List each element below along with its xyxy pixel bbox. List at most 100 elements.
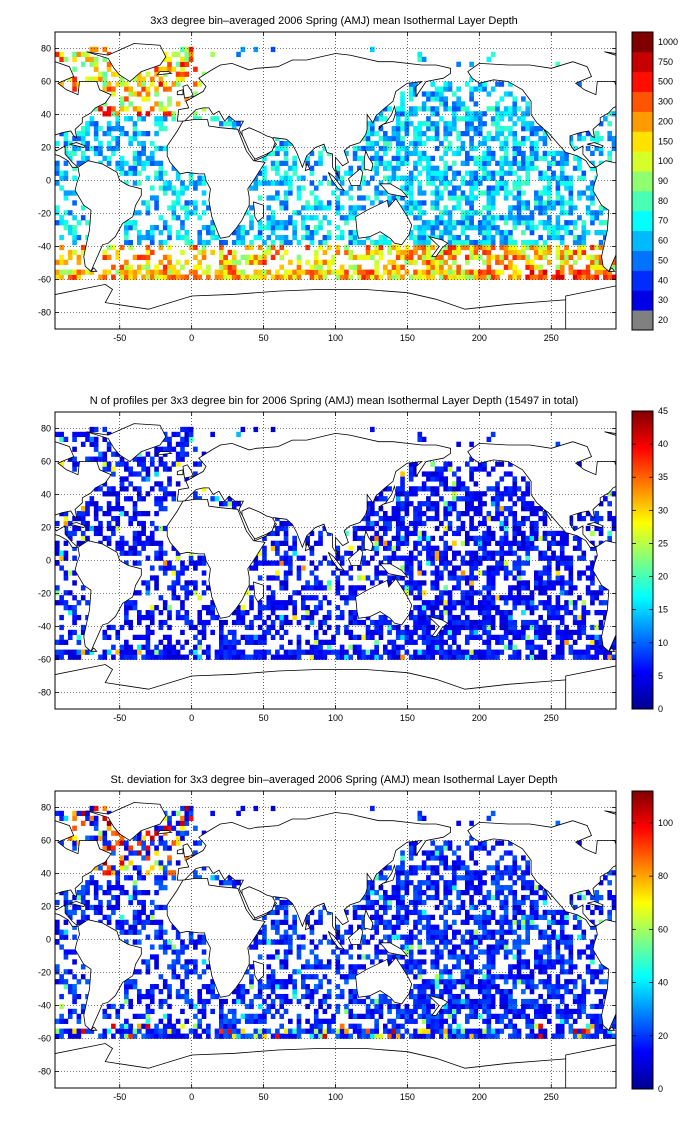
data-cell xyxy=(546,190,552,196)
data-cell xyxy=(149,629,155,636)
data-cell xyxy=(72,190,77,196)
data-cell xyxy=(111,274,116,280)
data-cell xyxy=(577,634,582,640)
data-cell xyxy=(508,234,513,241)
data-cell xyxy=(413,145,418,152)
data-cell xyxy=(335,274,341,280)
data-cell xyxy=(473,550,479,556)
data-cell xyxy=(490,244,496,251)
data-cell xyxy=(430,1028,436,1034)
data-cell xyxy=(503,1023,509,1029)
data-cell xyxy=(106,1013,112,1019)
data-cell xyxy=(102,481,108,487)
data-cell xyxy=(387,259,392,265)
data-cell xyxy=(339,1028,345,1034)
data-cell xyxy=(149,520,155,527)
colorbar-tick-label: 750 xyxy=(658,57,673,67)
data-cell xyxy=(89,426,95,433)
data-cell xyxy=(564,259,569,265)
data-cell xyxy=(374,654,379,660)
data-cell xyxy=(452,550,457,556)
data-cell xyxy=(538,634,543,640)
data-cell xyxy=(482,155,487,161)
data-cell xyxy=(499,185,505,191)
data-cell xyxy=(477,605,483,611)
data-cell xyxy=(434,644,440,650)
data-cell xyxy=(430,230,436,236)
data-cell xyxy=(162,145,168,152)
data-cell xyxy=(508,511,513,517)
data-cell xyxy=(348,185,354,191)
data-cell xyxy=(473,491,479,497)
data-cell xyxy=(275,1008,280,1015)
data-cell xyxy=(404,590,410,596)
data-cell xyxy=(162,634,168,640)
data-cell xyxy=(551,550,556,556)
data-cell xyxy=(443,560,448,566)
data-cell xyxy=(106,145,112,152)
data-cell xyxy=(456,86,461,92)
data-cell xyxy=(180,560,185,566)
data-cell xyxy=(89,46,95,53)
data-cell xyxy=(564,220,569,226)
colorbar-frame xyxy=(631,31,654,331)
data-cell xyxy=(270,1033,276,1039)
data-cell xyxy=(115,520,121,527)
data-cell xyxy=(257,649,263,655)
data-cell xyxy=(115,496,121,502)
data-cell xyxy=(352,595,358,601)
data-cell xyxy=(534,634,539,640)
data-cell xyxy=(72,249,77,256)
data-cell xyxy=(374,249,379,256)
data-cell xyxy=(499,170,505,176)
data-cell xyxy=(594,1023,600,1029)
data-cell xyxy=(400,520,405,527)
data-cell xyxy=(145,274,151,280)
data-cell xyxy=(184,56,190,62)
data-cell xyxy=(141,165,146,171)
data-cell xyxy=(430,654,436,660)
data-cell xyxy=(309,654,315,660)
data-cell xyxy=(529,520,535,527)
data-cell xyxy=(210,1008,215,1015)
data-cell xyxy=(382,530,388,537)
data-cell xyxy=(279,619,285,626)
data-cell xyxy=(59,56,64,62)
data-cell xyxy=(404,111,410,117)
data-cell xyxy=(171,1033,177,1039)
data-cell xyxy=(477,545,483,551)
data-cell xyxy=(516,106,522,112)
data-cell xyxy=(395,111,401,117)
data-cell xyxy=(262,175,267,181)
data-cell xyxy=(67,190,73,196)
data-cell xyxy=(469,195,474,201)
data-cell xyxy=(439,1008,444,1015)
data-cell xyxy=(538,135,543,142)
data-cell xyxy=(404,155,410,161)
data-cell xyxy=(460,244,466,251)
data-cell xyxy=(577,511,582,517)
data-cell xyxy=(404,525,410,532)
data-cell xyxy=(136,131,142,137)
data-cell xyxy=(59,170,64,176)
data-cell xyxy=(443,121,448,127)
data-cell xyxy=(434,175,440,181)
data-cell xyxy=(59,244,64,251)
data-cell xyxy=(404,501,410,507)
data-cell xyxy=(275,654,280,660)
data-cell xyxy=(283,145,289,152)
data-cell xyxy=(486,190,492,196)
data-cell xyxy=(447,461,453,467)
data-cell xyxy=(529,239,535,246)
data-cell xyxy=(72,1033,77,1039)
colorbar-frame xyxy=(631,410,654,710)
data-cell xyxy=(145,1028,151,1034)
data-cell xyxy=(357,619,362,626)
data-cell xyxy=(262,1018,267,1024)
data-cell xyxy=(404,560,410,566)
data-cell xyxy=(93,145,99,152)
data-cell xyxy=(119,106,125,112)
data-cell xyxy=(167,264,172,270)
data-cell xyxy=(382,649,388,655)
data-cell xyxy=(585,1023,591,1029)
